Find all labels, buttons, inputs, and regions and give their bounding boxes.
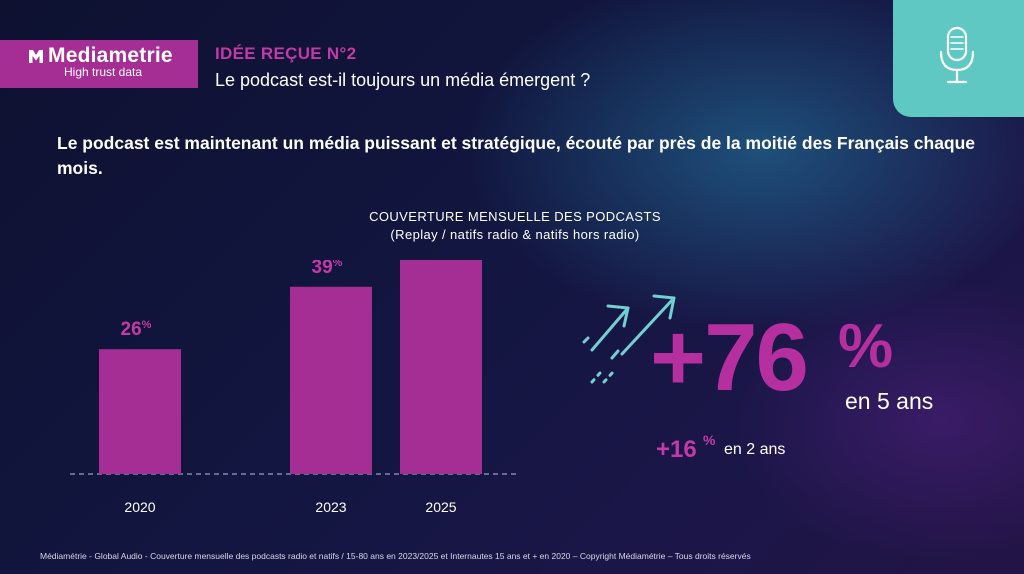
tick-label-2020: 2020 [124, 499, 155, 515]
growth-value: +76 [650, 304, 809, 411]
brand-tagline: High trust data [64, 65, 143, 79]
trend-arrows-icon [582, 294, 676, 384]
chart-title-block: COUVERTURE MENSUELLE DES PODCASTS (Repla… [340, 208, 690, 244]
microphone-badge [893, 0, 1024, 117]
growth-unit: % [838, 312, 894, 381]
header-question: Le podcast est-il toujours un média émer… [215, 70, 591, 90]
microphone-icon [939, 26, 975, 84]
bar-2023 [290, 286, 372, 474]
brand-logo: Mediametrie High trust data [0, 40, 198, 88]
data-label-2020: 26% [121, 319, 152, 340]
bar-2025 [400, 260, 482, 474]
bar-2020 [99, 349, 181, 474]
key-statement: Le podcast est maintenant un média puiss… [57, 133, 976, 178]
chart-subtitle: (Replay / natifs radio & natifs hors rad… [390, 227, 640, 242]
tick-label-2025: 2025 [425, 499, 456, 515]
header-label: IDÉE REÇUE N°2 [215, 44, 357, 63]
secondary-growth-unit: % [703, 432, 716, 448]
brand-logo-mark-icon [29, 50, 43, 63]
brand-name: Mediametrie [48, 44, 173, 67]
tick-label-2023: 2023 [315, 499, 346, 515]
secondary-growth-period: en 2 ans [724, 441, 786, 458]
footer-source: Médiamétrie - Global Audio - Couverture … [40, 551, 751, 561]
data-label-2023: 39% [312, 260, 343, 278]
secondary-growth-value: +16 [656, 436, 697, 463]
chart-title: COUVERTURE MENSUELLE DES PODCASTS [369, 209, 661, 224]
growth-period: en 5 ans [845, 388, 934, 414]
